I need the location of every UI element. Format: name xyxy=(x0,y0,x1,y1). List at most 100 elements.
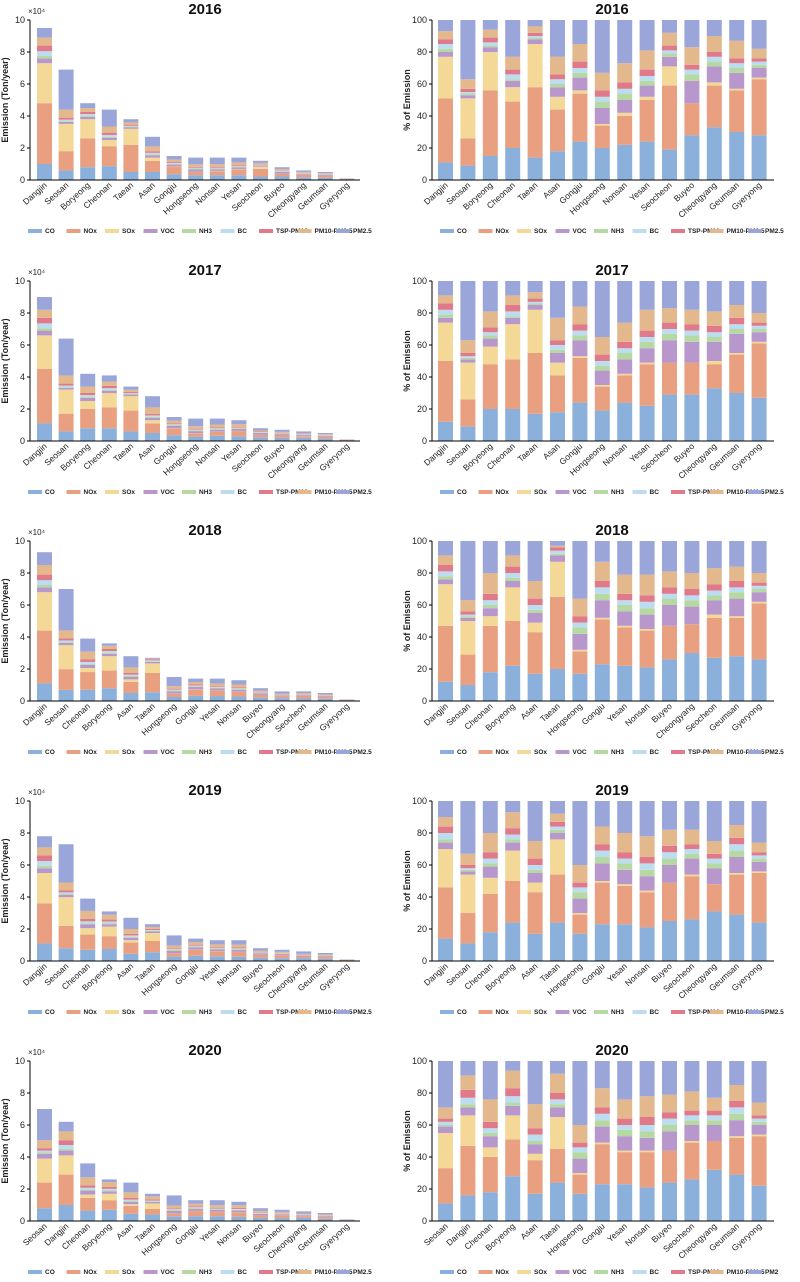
bar-segment-voc-seocheon xyxy=(662,340,677,363)
legend-label: SOx xyxy=(534,228,547,235)
bar-segment-sox-cheonan xyxy=(482,616,498,626)
bar-segment-pm10-pm25-gongju xyxy=(572,306,588,325)
legend-label: VOC xyxy=(161,749,175,756)
bar-segment-nh3-boryeong xyxy=(482,45,498,48)
bar-segment-bc-nonsan xyxy=(209,428,225,429)
bar-segment-nox-cheongyang xyxy=(706,364,722,389)
bar-segment-tsp-pm10-gongju xyxy=(572,324,588,331)
bar-segment-sox-yesan xyxy=(617,884,633,886)
legend-swatch-tsp-pm10 xyxy=(259,1270,273,1274)
bar-segment-pm25-yesan xyxy=(231,420,247,425)
bar-segment-nh3-taean xyxy=(527,303,543,305)
bar-segment-pm25-seocheon xyxy=(253,428,268,431)
bar-segment-voc-hongseong xyxy=(572,1158,588,1173)
bar-segment-sox-cheonan xyxy=(80,928,96,935)
bar-segment-voc-hongseong xyxy=(572,898,588,913)
bar-segment-bc-cheongyang xyxy=(706,858,722,864)
bar-segment-pm10-pm25-buyeo xyxy=(253,950,268,952)
bar-segment-nh3-geumsan xyxy=(729,850,745,857)
bar-segment-nox-geumsan xyxy=(317,1217,333,1219)
bar-segment-bc-buyeo xyxy=(684,330,700,336)
bar-segment-bc-cheonan xyxy=(482,600,498,605)
bar-segment-pm25-gongju xyxy=(572,281,588,307)
bar-segment-pm25-buyeo xyxy=(274,167,290,169)
bar-segment-nox-taean xyxy=(527,87,543,158)
bar-segment-pm25-cheonan xyxy=(80,638,96,652)
bar-segment-voc-seocheon xyxy=(296,694,312,696)
bar-segment-co-dangjin xyxy=(37,164,52,180)
bar-segment-sox-seosan xyxy=(460,362,476,400)
y-tick-label: 0 xyxy=(422,1216,427,1226)
bar-segment-pm10-pm25-hongseong xyxy=(572,1125,588,1143)
bar-segment-nox-seosan xyxy=(58,413,74,432)
bar-segment-co-geumsan xyxy=(317,177,333,180)
bar-segment-sox-gongju xyxy=(594,881,610,883)
bar-segment-nox-seocheon xyxy=(296,695,312,699)
bar-segment-nh3-gongju xyxy=(188,686,204,687)
bar-segment-voc-cheonan xyxy=(80,664,96,669)
bar-segment-co-buyeo xyxy=(274,176,290,180)
bar-segment-co-seosan xyxy=(460,685,476,701)
bar-segment-tsp-pm10-seosan xyxy=(460,865,476,869)
legend-label: PM10-PM2.5 xyxy=(315,489,353,496)
x-tick-label: Asan xyxy=(114,1221,135,1242)
bar-segment-tsp-pm10-asan xyxy=(550,74,565,80)
y-tick-label: 20 xyxy=(417,404,427,414)
bar-segment-bc-nonsan xyxy=(639,863,655,870)
bar-segment-tsp-pm10-hongseong xyxy=(188,166,204,168)
bar-segment-co-dangjin xyxy=(37,683,52,701)
bar-segment-nox-hongseong xyxy=(166,1213,182,1217)
bar-segment-co-cheongyang xyxy=(296,437,312,441)
bar-segment-nox-asan xyxy=(527,892,543,934)
bar-segment-nox-seocheon xyxy=(253,168,268,177)
bar-segment-sox-taean xyxy=(550,1117,565,1149)
bar-segment-sox-dangjin xyxy=(37,873,52,904)
bar-segment-pm10-pm25-hongseong xyxy=(166,945,182,949)
bar-segment-pm10-pm25-cheonan xyxy=(101,381,117,386)
bar-segment-co-boryeong xyxy=(505,665,521,701)
bar-segment-nox-nonsan xyxy=(231,1212,247,1217)
bar-segment-nox-asan xyxy=(527,1160,543,1194)
y-tick-label: 8 xyxy=(20,47,25,57)
bar-segment-pm10-pm25-seosan xyxy=(460,600,476,612)
bar-segment-tsp-pm10-seosan xyxy=(438,1118,453,1122)
bar-segment-nox-gyeryong xyxy=(751,343,767,398)
bar-segment-voc-boryeong xyxy=(482,338,498,347)
bar-segment-pm10-pm25-asan xyxy=(527,581,543,599)
bar-segment-sox-dangjin xyxy=(37,592,52,631)
y-tick-label: 0 xyxy=(422,696,427,706)
bar-segment-nh3-cheonan xyxy=(80,923,96,925)
legend-swatch-nox xyxy=(478,490,493,494)
bar-segment-bc-taean xyxy=(550,1099,565,1105)
bar-segment-nh3-buyeo xyxy=(662,598,677,605)
legend-swatch-sox xyxy=(517,490,531,494)
bar-segment-nox-dangjin xyxy=(438,625,453,682)
bar-segment-tsp-pm10-boryeong xyxy=(482,37,498,43)
y-tick-label: 100 xyxy=(412,796,427,806)
legend-label: VOC xyxy=(573,1269,587,1276)
y-tick-label: 4 xyxy=(20,632,25,642)
bar-segment-nh3-boryeong xyxy=(505,1102,521,1106)
legend-swatch-bc xyxy=(220,1010,235,1014)
bar-segment-pm25-seocheon xyxy=(296,691,312,693)
legend-label: BC xyxy=(650,489,660,496)
bar-segment-co-hongseong xyxy=(166,697,182,701)
bar-segment-sox-asan xyxy=(550,96,565,110)
bar-segment-nox-cheongyang xyxy=(296,1216,312,1218)
bar-segment-sox-gyeryong xyxy=(751,871,767,873)
bar-segment-nox-seosan xyxy=(460,913,476,944)
legend: CO NOx SOx VOC NH3 BC TSP-PM10 PM10-PM2.5 PM2.5 xyxy=(28,489,372,496)
bar-segment-bc-gyeryong xyxy=(751,325,767,329)
bar-segment-bc-cheonan xyxy=(482,1128,498,1133)
legend-label: CO xyxy=(457,228,467,235)
bar-segment-pm10-pm25-hongseong xyxy=(166,686,182,689)
y-tick-label: 6 xyxy=(20,600,25,610)
bar-segment-co-boryeong xyxy=(482,409,498,441)
bar-segment-sox-seosan xyxy=(460,98,476,139)
bar-segment-nh3-cheonan xyxy=(101,389,117,391)
bar-segment-nh3-geumsan xyxy=(729,1113,745,1121)
bar-segment-co-gongju xyxy=(188,955,204,961)
bar-segment-pm25-hongseong xyxy=(572,541,588,599)
bar-segment-co-cheongyang xyxy=(706,911,722,961)
